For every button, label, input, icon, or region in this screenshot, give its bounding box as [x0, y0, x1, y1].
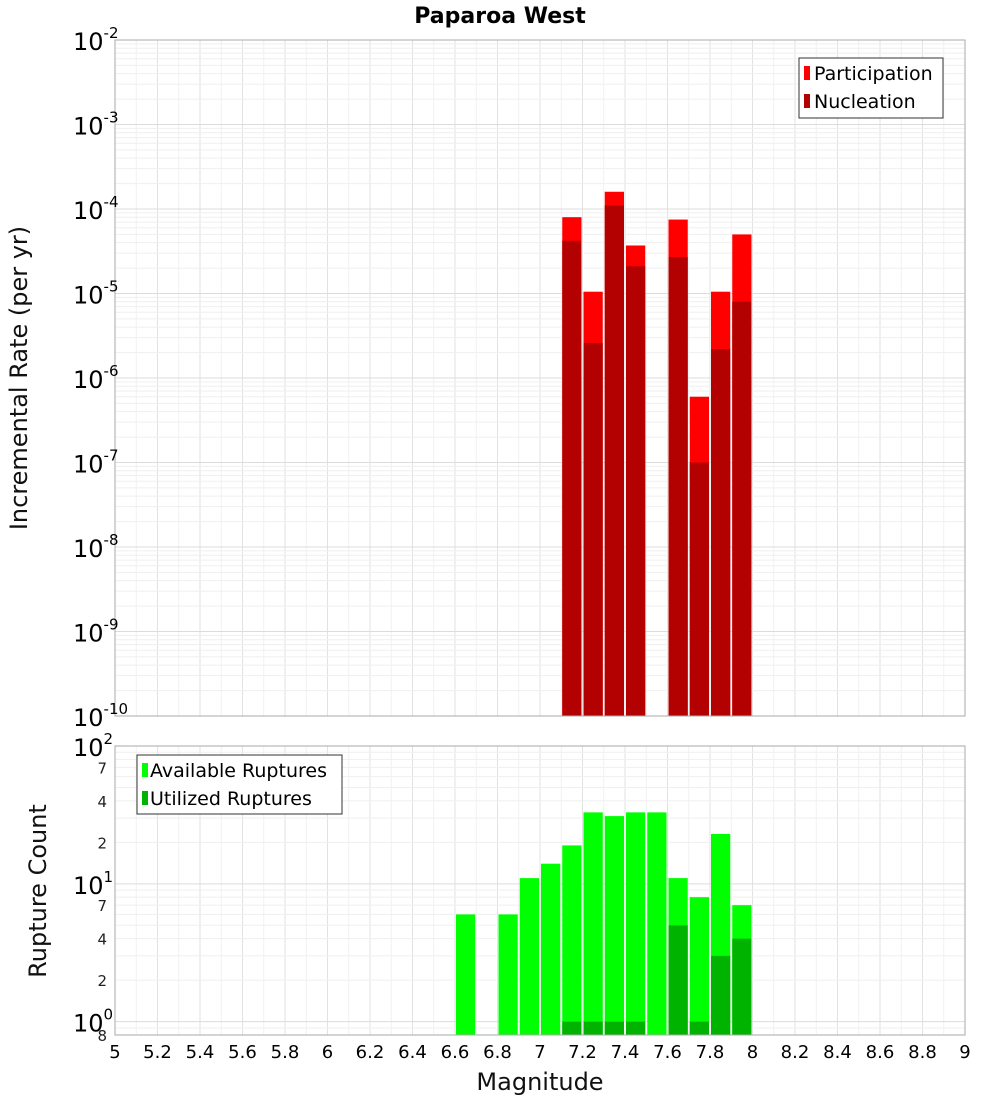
- bottom-bar-available-ruptures: [519, 878, 539, 1035]
- top-bar-nucleation: [711, 349, 731, 716]
- x-tick-label: 8.6: [866, 1042, 895, 1063]
- x-tick-label: 7.4: [611, 1042, 640, 1063]
- x-tick-label: 9: [959, 1042, 970, 1063]
- x-tick-label: 5.6: [228, 1042, 257, 1063]
- bottom-bar-available-ruptures: [626, 812, 646, 1035]
- top-y-tick-label: 10-9: [73, 616, 119, 648]
- x-tick-label: 5.2: [143, 1042, 172, 1063]
- top-bar-nucleation: [668, 257, 688, 716]
- x-tick-label: 6.8: [483, 1042, 512, 1063]
- x-tick-label: 5.4: [186, 1042, 215, 1063]
- x-tick-label: 6.4: [398, 1042, 427, 1063]
- bottom-bar-available-ruptures: [498, 914, 518, 1035]
- legend-utilized-label: Utilized Ruptures: [150, 788, 312, 810]
- bottom-y-axis-label: Rupture Count: [24, 804, 52, 978]
- bottom-bar-available-ruptures: [604, 816, 624, 1035]
- top-y-tick-label: 10-2: [73, 24, 119, 56]
- x-tick-labels: 5 5.2 5.4 5.6 5.8 6 6.2 6.4 6.6 6.8 7 7.2 7.4 7.6 7.8 8…: [109, 1042, 970, 1063]
- bottom-y-minor-tick-label: 7: [97, 759, 107, 777]
- top-bar-nucleation: [562, 240, 582, 716]
- bottom-plot-frame: [114, 745, 966, 1036]
- bottom-y-minor-tick-label: 2: [97, 972, 107, 990]
- x-tick-label: 6.2: [356, 1042, 385, 1063]
- top-y-tick-label: 10-5: [73, 278, 119, 310]
- bottom-y-minor-tick-label: 7: [97, 897, 107, 915]
- legend-nucleation-swatch: [804, 94, 810, 108]
- bottom-bar-available-ruptures: [583, 812, 603, 1035]
- bottom-bar-utilized-ruptures: [583, 1021, 603, 1035]
- bottom-y-tick-label: 101: [73, 868, 113, 900]
- bottom-bar-available-ruptures: [647, 812, 667, 1035]
- top-bar-nucleation: [583, 342, 603, 716]
- bottom-y-tick-labels: 102 101 100 7 4 2 7 4 2 8: [73, 730, 113, 1045]
- x-tick-label: 6: [322, 1042, 333, 1063]
- x-tick-label: 7.6: [653, 1042, 682, 1063]
- top-legend-box: [798, 57, 944, 119]
- bottom-bar-available-ruptures: [541, 863, 561, 1035]
- top-y-tick-label: 10-7: [73, 447, 119, 479]
- legend-utilized-swatch: [142, 791, 148, 805]
- x-tick-label: 7: [534, 1042, 545, 1063]
- bottom-legend-box: [136, 754, 343, 815]
- legend-nucleation-label: Nucleation: [814, 91, 916, 113]
- top-bar-nucleation: [604, 205, 624, 716]
- top-plot-border: [114, 39, 966, 717]
- chart-title: Paparoa West: [414, 4, 586, 29]
- bottom-bar-utilized-ruptures: [732, 938, 752, 1035]
- bottom-y-minor-tick-label: 2: [97, 834, 107, 852]
- x-tick-label: 7.2: [568, 1042, 597, 1063]
- top-plot-frame: [114, 39, 966, 717]
- legend-available-swatch: [142, 763, 148, 777]
- legend-available-label: Available Ruptures: [150, 760, 327, 782]
- x-tick-label: 6.6: [441, 1042, 470, 1063]
- top-y-tick-labels: 10-2 10-3 10-4 10-5 10-6 10-7 10-8 10-9 10-10: [73, 24, 128, 732]
- bottom-bar-available-ruptures: [562, 845, 582, 1035]
- bottom-legend: Available Ruptures Utilized Ruptures: [136, 754, 343, 815]
- bottom-y-tick-label: 102: [73, 730, 113, 762]
- top-y-axis-label: Incremental Rate (per yr): [5, 226, 33, 530]
- bottom-bar-utilized-ruptures: [562, 1021, 582, 1035]
- x-tick-label: 8: [747, 1042, 758, 1063]
- bottom-y-minor-tick-label: 4: [97, 931, 107, 949]
- bottom-bar-available-ruptures: [689, 897, 709, 1035]
- x-tick-label: 8.8: [908, 1042, 937, 1063]
- top-y-tick-label: 10-6: [73, 362, 119, 394]
- bottom-bar-utilized-ruptures: [668, 925, 688, 1035]
- top-bar-nucleation: [732, 301, 752, 716]
- legend-participation-swatch: [804, 66, 810, 80]
- bottom-y-minor-tick-label: 4: [97, 793, 107, 811]
- bottom-bar-utilized-ruptures: [711, 955, 731, 1035]
- bottom-y-minor-tick-label: 8: [97, 1027, 107, 1045]
- top-y-tick-label: 10-10: [73, 700, 128, 732]
- top-y-tick-label: 10-8: [73, 531, 119, 563]
- top-plot-grid: [114, 40, 966, 717]
- bottom-plot-bars: [456, 812, 752, 1035]
- bottom-plot-border: [114, 745, 966, 1036]
- bottom-bar-utilized-ruptures: [626, 1021, 646, 1035]
- x-tick-label: 5: [109, 1042, 120, 1063]
- top-bar-nucleation: [626, 266, 646, 716]
- bottom-bar-available-ruptures: [456, 914, 476, 1035]
- top-bar-nucleation: [689, 462, 709, 716]
- x-tick-label: 8.4: [823, 1042, 852, 1063]
- top-legend: Participation Nucleation: [798, 57, 944, 119]
- x-tick-label: 7.8: [696, 1042, 725, 1063]
- x-tick-label: 5.8: [271, 1042, 300, 1063]
- legend-participation-label: Participation: [814, 63, 933, 85]
- top-y-tick-label: 10-3: [73, 109, 119, 141]
- x-tick-label: 8.2: [781, 1042, 810, 1063]
- x-axis-label: Magnitude: [476, 1068, 603, 1096]
- top-plot-bars: [562, 191, 752, 717]
- top-y-tick-label: 10-4: [73, 193, 119, 225]
- bottom-bar-utilized-ruptures: [689, 1021, 709, 1035]
- bottom-bar-utilized-ruptures: [604, 1021, 624, 1035]
- bottom-y-tick-label: 100: [73, 1006, 113, 1038]
